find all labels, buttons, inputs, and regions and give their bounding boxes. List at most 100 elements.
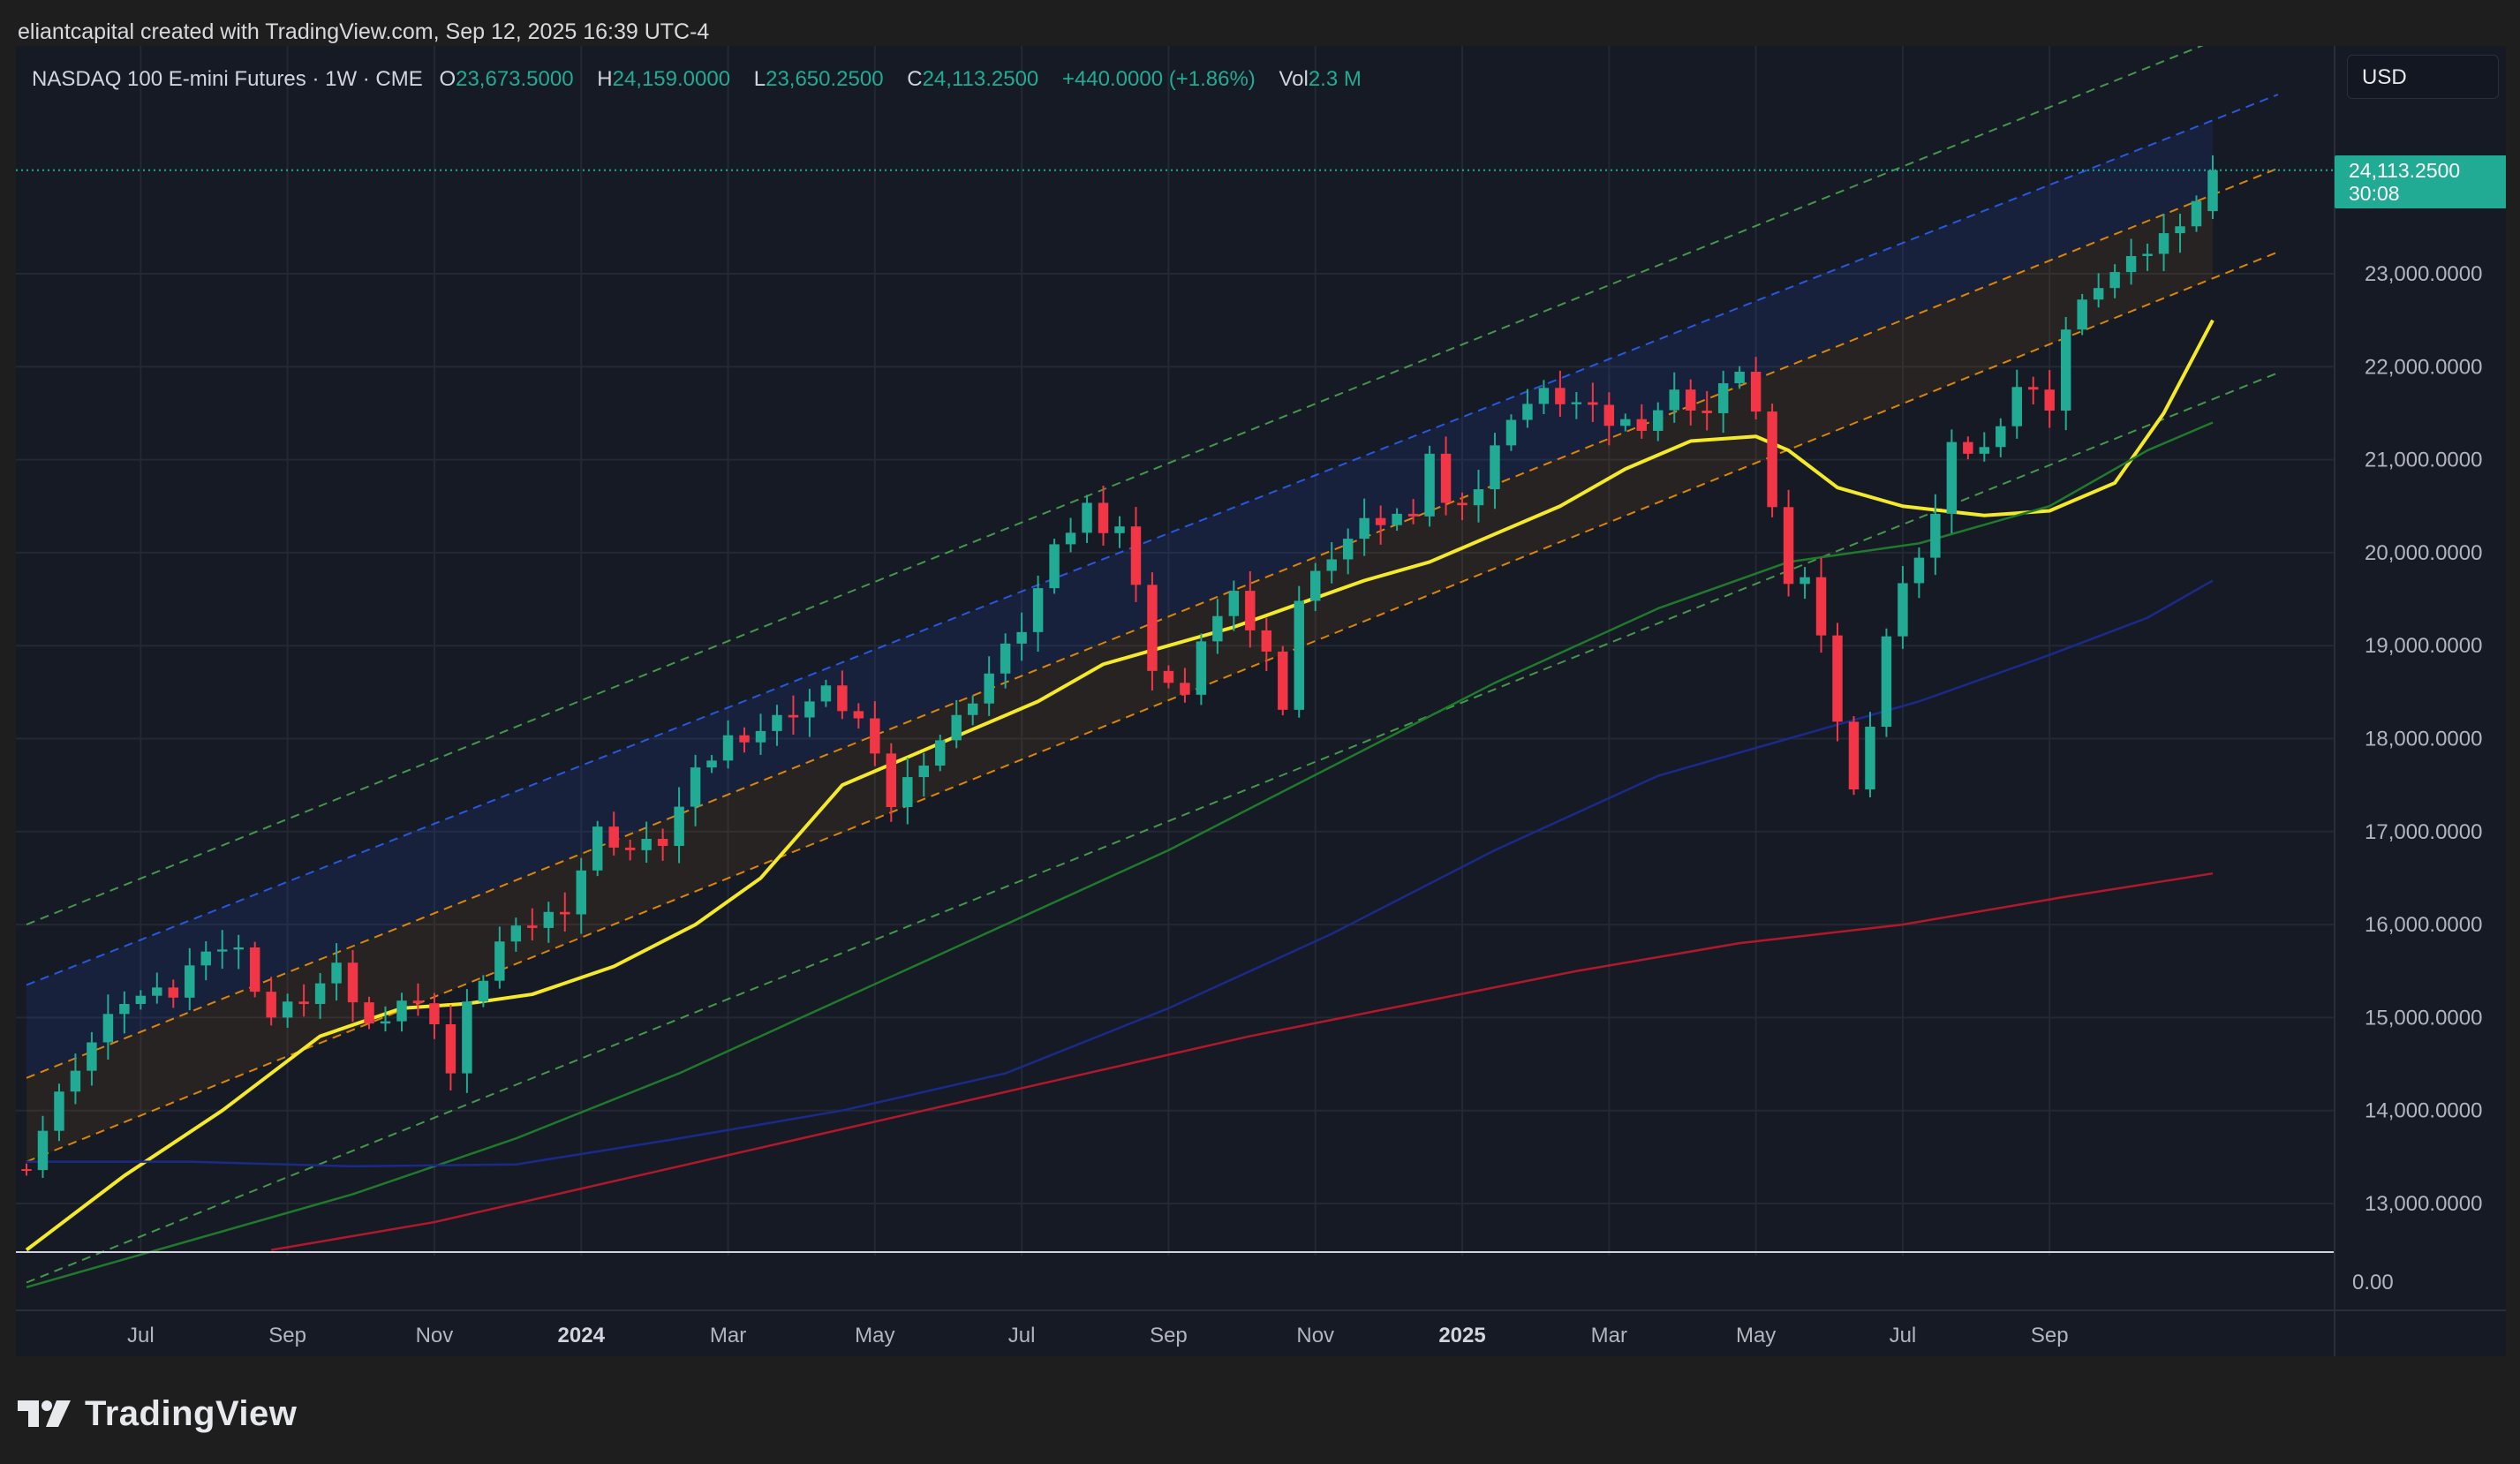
low-value: 23,650.2500	[766, 67, 884, 91]
candle	[135, 990, 147, 1010]
candle-body	[282, 1001, 293, 1018]
candle-body	[1588, 402, 1598, 405]
candle-body	[1130, 526, 1142, 585]
candle	[380, 1006, 391, 1032]
candle	[2175, 214, 2185, 253]
candle-body	[249, 947, 260, 992]
time-tick-label: Sep	[1150, 1324, 1188, 1347]
candle-body	[2207, 170, 2218, 212]
candle-body	[902, 777, 913, 808]
candle	[853, 703, 864, 729]
candle	[200, 941, 211, 981]
candle	[102, 994, 114, 1060]
candle-body	[2191, 200, 2202, 227]
candle	[1473, 469, 1484, 523]
moving-average-2	[26, 579, 2214, 1168]
candle-body	[543, 911, 555, 928]
candle-body	[1669, 389, 1679, 411]
candle	[1783, 489, 1794, 597]
change-value: +440.0000 (+1.86%)	[1061, 67, 1256, 91]
candle-body	[429, 1003, 440, 1024]
candle	[560, 892, 570, 932]
symbol-title[interactable]: NASDAQ 100 E-mini Futures · 1W · CME	[32, 67, 423, 91]
chart-panel[interactable]: 13,000.0000 14,000.0000 15,000.0000 16,000.…	[16, 46, 2506, 1356]
candle	[820, 679, 832, 707]
candle	[967, 695, 978, 726]
candle-body	[2175, 226, 2185, 234]
candle	[54, 1083, 64, 1142]
candle	[1571, 391, 1582, 419]
candle-body	[1114, 526, 1125, 533]
candle	[624, 839, 636, 861]
candle	[886, 743, 897, 822]
candle-body	[1065, 532, 1076, 545]
candle	[592, 820, 603, 877]
candle-body	[1898, 583, 1908, 637]
candle	[70, 1053, 81, 1105]
candle	[168, 979, 179, 1008]
candle-body	[870, 718, 880, 754]
candle-body	[739, 735, 750, 743]
candle-body	[1913, 557, 1925, 584]
candle	[1359, 498, 1369, 556]
candle	[951, 699, 962, 749]
candle	[527, 908, 538, 941]
candle-body	[918, 766, 929, 778]
candle	[674, 787, 684, 864]
candle	[1457, 492, 1467, 521]
time-tick-label: 2025	[1438, 1324, 1485, 1347]
candle	[1815, 557, 1827, 653]
candle-body	[1832, 635, 1843, 722]
candle	[1734, 366, 1745, 389]
candle	[429, 992, 440, 1039]
candle	[152, 972, 162, 1004]
candle	[331, 943, 342, 1001]
price-tick-label: 19,000.0000	[2365, 634, 2482, 658]
tradingview-logo-icon	[18, 1400, 71, 1427]
candle-body	[951, 714, 962, 741]
candle-body	[1538, 388, 1550, 404]
candle-body	[266, 992, 276, 1018]
candle-body	[886, 753, 897, 808]
candle	[1963, 436, 1973, 460]
price-tick-label: 22,000.0000	[2365, 355, 2482, 379]
candle-body	[1571, 402, 1582, 404]
candle-body	[967, 703, 978, 715]
candle	[412, 983, 424, 1016]
candle-body	[1212, 615, 1223, 642]
candle-body	[690, 767, 701, 807]
candle	[2044, 370, 2055, 428]
close-label: C	[907, 67, 923, 91]
candle-body	[87, 1042, 97, 1071]
candle-body	[1963, 441, 1973, 454]
candle-body	[804, 701, 815, 718]
candle-body	[1473, 489, 1484, 506]
candle-body	[820, 685, 832, 702]
candle	[641, 821, 652, 864]
last-price-badge: 24,113.2500 30:08	[2335, 155, 2506, 208]
price-tick-label: 14,000.0000	[2365, 1099, 2482, 1123]
candle-body	[2028, 387, 2039, 390]
high-value: 24,159.0000	[612, 67, 731, 91]
candle	[1588, 382, 1598, 422]
candle-body	[788, 714, 799, 718]
candle-body	[331, 962, 342, 984]
candle-body	[2011, 387, 2022, 426]
price-chart[interactable]: 13,000.0000 14,000.0000 15,000.0000 16,000.…	[16, 46, 2506, 1356]
candle	[87, 1031, 97, 1086]
candle	[185, 947, 195, 1011]
candle-body	[168, 987, 179, 998]
candle	[1261, 617, 1272, 672]
channel-fill-middle	[26, 194, 2213, 1162]
candle-body	[1930, 513, 1941, 558]
ohlc-legend: NASDAQ 100 E-mini Futures · 1W · CME O23…	[32, 62, 1379, 97]
candle	[902, 757, 913, 825]
time-tick-label: Jul	[1008, 1324, 1036, 1347]
candle	[984, 656, 994, 716]
candle	[1342, 528, 1354, 575]
tradingview-brand[interactable]: TradingView	[18, 1383, 297, 1445]
candle	[1490, 433, 1500, 509]
currency-selector[interactable]: USD	[2347, 55, 2499, 99]
candle	[1016, 612, 1027, 661]
price-tick-label: 15,000.0000	[2365, 1006, 2482, 1030]
